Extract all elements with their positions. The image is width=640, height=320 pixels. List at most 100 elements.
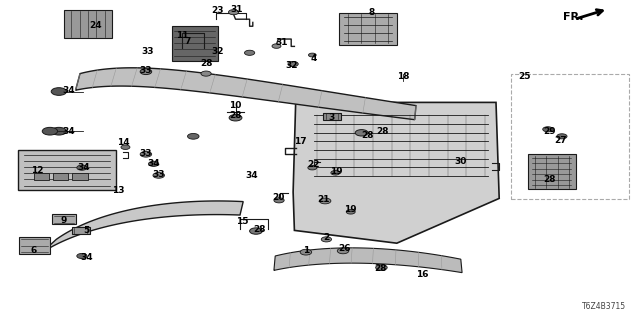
Text: 33: 33	[140, 66, 152, 75]
Circle shape	[274, 198, 284, 203]
Circle shape	[229, 115, 242, 121]
Bar	[19, 237, 50, 254]
Circle shape	[331, 171, 340, 175]
Text: 32: 32	[285, 61, 298, 70]
Circle shape	[346, 210, 355, 214]
Text: 21: 21	[317, 195, 330, 204]
Bar	[339, 13, 397, 45]
Bar	[52, 214, 76, 224]
Text: 13: 13	[112, 186, 125, 195]
Text: 24: 24	[90, 21, 102, 30]
Text: 27: 27	[554, 136, 567, 145]
Text: 3: 3	[328, 113, 335, 122]
Polygon shape	[293, 102, 499, 243]
Text: 22: 22	[307, 160, 320, 169]
Text: 25: 25	[518, 72, 531, 81]
Circle shape	[153, 172, 164, 178]
Text: 28: 28	[229, 111, 242, 120]
Circle shape	[288, 61, 298, 67]
Text: 20: 20	[272, 193, 285, 202]
Text: 33: 33	[152, 170, 165, 179]
Text: 34: 34	[63, 86, 76, 95]
Text: 15: 15	[236, 217, 248, 226]
Text: 30: 30	[454, 157, 467, 166]
Circle shape	[319, 198, 331, 204]
Text: 34: 34	[245, 171, 258, 180]
Circle shape	[51, 127, 67, 135]
Text: 28: 28	[374, 264, 387, 273]
Text: 34: 34	[80, 253, 93, 262]
Circle shape	[250, 228, 262, 234]
Circle shape	[300, 249, 312, 255]
Bar	[323, 113, 341, 120]
Text: 19: 19	[344, 205, 357, 214]
Text: 9: 9	[61, 216, 67, 225]
Circle shape	[77, 253, 87, 259]
Circle shape	[376, 265, 387, 270]
Text: 34: 34	[63, 127, 76, 136]
Circle shape	[51, 88, 67, 95]
Polygon shape	[18, 150, 116, 190]
Text: FR.: FR.	[563, 12, 584, 22]
Text: 28: 28	[376, 127, 389, 136]
Circle shape	[308, 53, 316, 57]
Text: 10: 10	[229, 101, 242, 110]
Polygon shape	[76, 68, 416, 120]
Text: 5: 5	[83, 226, 90, 235]
Text: 17: 17	[294, 137, 307, 146]
Bar	[172, 26, 218, 61]
Circle shape	[543, 127, 553, 132]
Circle shape	[557, 134, 567, 139]
Circle shape	[355, 130, 368, 136]
Circle shape	[140, 69, 152, 75]
Text: 8: 8	[368, 8, 374, 17]
Text: 4: 4	[310, 54, 317, 63]
Text: T6Z4B3715: T6Z4B3715	[582, 302, 626, 311]
Circle shape	[244, 50, 255, 55]
Text: 19: 19	[330, 167, 342, 176]
Bar	[72, 173, 88, 180]
Text: 29: 29	[543, 127, 556, 136]
Text: 23: 23	[211, 6, 224, 15]
Polygon shape	[274, 248, 462, 273]
Text: 32: 32	[211, 47, 224, 56]
Bar	[72, 227, 90, 234]
Circle shape	[337, 248, 349, 254]
Text: 34: 34	[147, 159, 160, 168]
Circle shape	[188, 133, 199, 139]
Circle shape	[148, 161, 159, 166]
Circle shape	[272, 44, 281, 48]
Text: 34: 34	[77, 163, 90, 172]
Text: 28: 28	[543, 175, 556, 184]
Circle shape	[308, 165, 317, 170]
Text: 33: 33	[141, 47, 154, 56]
Text: 2: 2	[323, 233, 330, 242]
Circle shape	[201, 71, 211, 76]
Bar	[528, 154, 576, 189]
Text: 28: 28	[200, 60, 213, 68]
Text: 18: 18	[397, 72, 410, 81]
Text: 7: 7	[184, 37, 191, 46]
Bar	[511, 74, 629, 199]
Text: 1: 1	[303, 246, 309, 255]
Text: 31: 31	[230, 5, 243, 14]
Circle shape	[321, 237, 332, 242]
Circle shape	[77, 165, 87, 170]
Circle shape	[228, 10, 239, 15]
Text: 12: 12	[31, 166, 44, 175]
Text: 11: 11	[176, 31, 189, 40]
Text: 33: 33	[140, 149, 152, 158]
Text: 6: 6	[30, 246, 36, 255]
Polygon shape	[42, 201, 243, 253]
Bar	[64, 10, 112, 38]
Circle shape	[140, 151, 152, 157]
Text: 16: 16	[416, 270, 429, 279]
Text: 28: 28	[253, 225, 266, 234]
Text: 28: 28	[362, 131, 374, 140]
Bar	[34, 173, 49, 180]
Bar	[53, 173, 68, 180]
Text: 14: 14	[117, 138, 130, 147]
Text: 31: 31	[275, 38, 288, 47]
Text: 26: 26	[338, 244, 351, 253]
Circle shape	[121, 145, 130, 149]
